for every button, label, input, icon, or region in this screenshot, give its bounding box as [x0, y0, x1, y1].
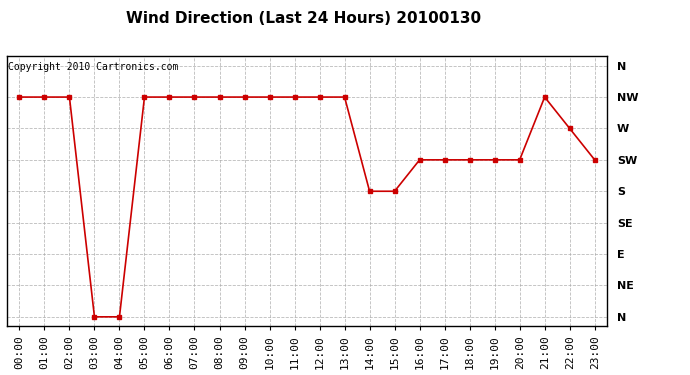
Text: Copyright 2010 Cartronics.com: Copyright 2010 Cartronics.com	[8, 62, 179, 72]
Text: Wind Direction (Last 24 Hours) 20100130: Wind Direction (Last 24 Hours) 20100130	[126, 11, 481, 26]
